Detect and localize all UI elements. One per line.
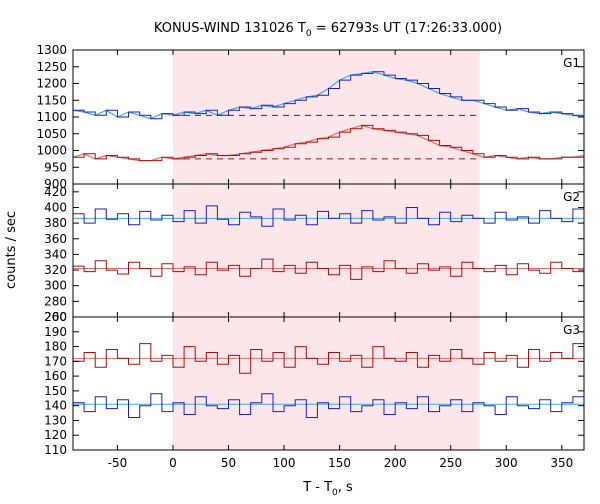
x-tick-label: 350 — [550, 456, 573, 470]
series-upper — [73, 205, 585, 227]
chart-title: KONUS-WIND 131026 T0 = 62793s UT (17:26:… — [154, 21, 502, 39]
panel-g1: 900 950 1000 1050 1100 1150 1200 1250 1300 G1 — [36, 43, 585, 191]
y-tick-label: 190 — [44, 325, 67, 339]
series-upper — [73, 71, 585, 120]
y-tick-label: 950 — [44, 160, 67, 174]
y-tick-label: 1200 — [36, 77, 67, 91]
y-tick-label: 900 — [44, 177, 67, 191]
y-tick-label: 1150 — [36, 93, 67, 107]
series-lower — [73, 258, 585, 280]
x-tick-label: 200 — [384, 456, 407, 470]
y-tick-label: 200 — [44, 310, 67, 324]
y-tick-label: 340 — [44, 247, 67, 261]
y-tick-label: 150 — [44, 384, 67, 398]
y-tick-label: 320 — [44, 263, 67, 277]
panel-frame — [72, 316, 585, 451]
y-tick-label: 380 — [44, 216, 67, 230]
panel-label: G2 — [563, 190, 580, 204]
y-tick-label: 260 — [44, 310, 67, 324]
y-tick-label: 1250 — [36, 60, 67, 74]
series-upper — [73, 393, 585, 418]
x-tick-label: 0 — [169, 456, 177, 470]
x-tick-label: 250 — [439, 456, 462, 470]
panel-label: G1 — [563, 56, 580, 70]
y-tick-label: 280 — [44, 294, 67, 308]
y-tick-label: 130 — [44, 413, 67, 427]
y-tick-label: 160 — [44, 369, 67, 383]
y-tick-label: 400 — [44, 200, 67, 214]
y-tick-label: 110 — [44, 443, 67, 457]
x-tick-label: -50 — [108, 456, 128, 470]
x-tick-label: 50 — [221, 456, 236, 470]
y-tick-label: 180 — [44, 340, 67, 354]
y-tick-label: 140 — [44, 399, 67, 413]
x-tick-label: 150 — [328, 456, 351, 470]
y-tick-label: 1100 — [36, 110, 67, 124]
y-axis-title: counts / sec — [4, 211, 19, 289]
y-tick-label: 1050 — [36, 127, 67, 141]
series-lower — [73, 343, 585, 374]
panel-label: G3 — [563, 323, 580, 337]
y-tick-label: 420 — [44, 185, 67, 199]
x-axis-title: T - T0, s — [302, 480, 353, 498]
x-tick-label: 100 — [273, 456, 296, 470]
y-tick-label: 170 — [44, 354, 67, 368]
highlight-interval — [172, 50, 480, 450]
series-lower — [73, 124, 585, 162]
y-tick-label: 1000 — [36, 144, 67, 158]
y-tick-label: 120 — [44, 428, 67, 442]
y-tick-label: 300 — [44, 279, 67, 293]
x-tick-label: 300 — [495, 456, 518, 470]
y-tick-label: 1300 — [36, 43, 67, 57]
y-tick-label: 360 — [44, 232, 67, 246]
